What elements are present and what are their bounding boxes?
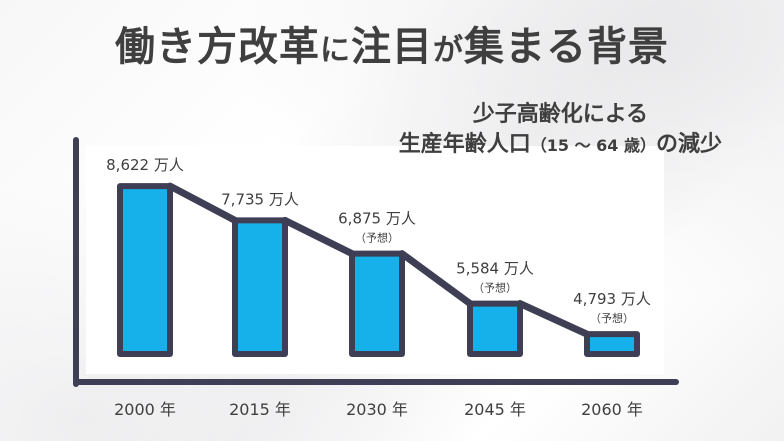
subtitle-line-2a: 生産年齢人口: [398, 131, 531, 157]
value-label-5: 4,793 万人: [573, 290, 651, 308]
subtitle-line-2c: の減少: [655, 131, 722, 157]
value-label-3: 6,875 万人: [338, 210, 416, 228]
forecast-note-4: （予想）: [473, 281, 517, 295]
page-title: 働き方改革に注目が集まる背景: [0, 14, 784, 72]
trend-segment-1: [166, 182, 239, 224]
x-tick-label-1: 2000 年: [114, 400, 176, 419]
x-tick-label-3: 2030 年: [346, 400, 408, 419]
trend-segment-3: [398, 250, 474, 308]
value-label-4: 5,584 万人: [456, 260, 534, 278]
x-tick-label-5: 2060 年: [581, 400, 643, 419]
bar-3: [349, 250, 405, 357]
bar-4: [467, 300, 523, 357]
title-part-4: が: [433, 33, 464, 68]
forecast-note-5: （予想）: [590, 311, 634, 325]
title-part-5: 集まる背景: [464, 24, 669, 70]
forecast-note-3: （予想）: [355, 231, 399, 245]
bar-5: [584, 331, 640, 358]
subtitle-age-range: （15 〜 64 歳）: [530, 135, 656, 155]
bar-1: [117, 183, 173, 357]
trend-segment-2: [281, 216, 356, 258]
trend-segment-4: [516, 300, 591, 338]
subtitle-line-1: 少子高齢化による: [472, 102, 649, 127]
bar-2: [232, 217, 288, 357]
title-part-2: に: [320, 33, 351, 68]
title-part-1: 働き方改革: [115, 24, 320, 70]
x-tick-label-2: 2015 年: [229, 400, 291, 419]
subtitle-line-2: 生産年齢人口（15 〜 64 歳）の減少: [399, 130, 722, 160]
title-part-3: 注目: [351, 24, 433, 70]
value-label-1: 8,622 万人: [106, 156, 184, 174]
value-label-2: 7,735 万人: [221, 190, 299, 208]
x-tick-label-4: 2045 年: [464, 400, 526, 419]
chart-subtitle: 少子高齢化による 生産年齢人口（15 〜 64 歳）の減少: [399, 100, 722, 159]
